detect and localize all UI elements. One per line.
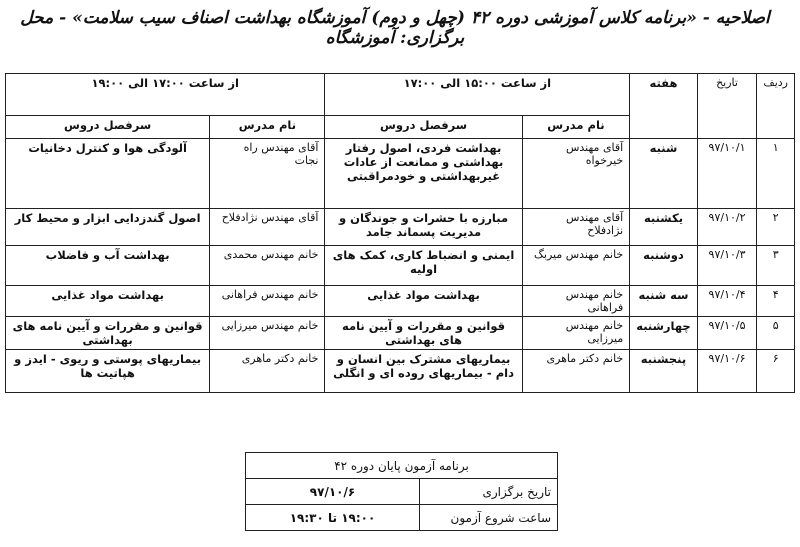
class-schedule-table: ردیف تاریخ هفته از ساعت ۱۵:۰۰ الی ۱۷:۰۰ … [4, 73, 795, 393]
header-topic-1: سرفصل دروس [324, 115, 523, 139]
topic-cell: بهداشت مواد غذایی [4, 285, 211, 317]
exam-title: برنامه آزمون پایان دوره ۴۲ [245, 452, 558, 479]
topic-cell: بهداشت مواد غذایی [324, 285, 523, 317]
date-cell: ۹۷/۱۰/۲ [696, 208, 758, 246]
date-cell: ۹۷/۱۰/۱ [696, 138, 758, 209]
date-cell: ۹۷/۱۰/۴ [696, 285, 758, 317]
teacher-cell: خانم مهندس فراهانی [521, 285, 631, 317]
date-cell: ۹۷/۱۰/۶ [696, 349, 758, 393]
teacher-cell: آقای مهندس راه نجات [209, 138, 326, 209]
row-number: ۲ [756, 208, 795, 246]
date-cell: ۹۷/۱۰/۳ [696, 245, 758, 286]
exam-date-value: ۹۷/۱۰/۶ [245, 478, 420, 505]
header-date: تاریخ [696, 73, 758, 139]
row-number: ۶ [756, 349, 795, 393]
teacher-cell: خانم مهندس میربگ [521, 245, 631, 286]
table-row: ۵ ۹۷/۱۰/۵ چهارشنبه خانم مهندس میرزایی قوانین… [4, 316, 795, 350]
row-number: ۱ [756, 138, 795, 209]
header-slot-2: از ساعت ۱۷:۰۰ الی ۱۹:۰۰ [4, 73, 326, 116]
topic-cell: قوانین و مقررات و آیین نامه های بهداشتی [4, 316, 211, 350]
date-cell: ۹۷/۱۰/۵ [696, 316, 758, 350]
topic-cell: بهداشت فردی، اصول رفتار بهداشتی و ممانعت… [324, 138, 523, 209]
day-cell: یکشنبه [629, 208, 698, 246]
day-cell: سه شنبه [629, 285, 698, 317]
teacher-cell: خانم مهندس میرزایی [521, 316, 631, 350]
teacher-cell: خانم مهندس محمدی [209, 245, 326, 286]
exam-date-label: تاریخ برگزاری [419, 478, 558, 505]
document-title: اصلاحیه - «برنامه کلاس آموزشی دوره ۴۲ (چ… [20, 8, 770, 48]
exam-time-value: ۱۹:۰۰ تا ۱۹:۳۰ [245, 504, 420, 531]
day-cell: شنبه [629, 138, 698, 209]
topic-cell: بهداشت آب و فاضلاب [4, 245, 211, 286]
header-teacher-2: نام مدرس [209, 115, 326, 139]
topic-cell: اصول گندزدایی ابزار و محیط کار [4, 208, 211, 246]
row-number: ۵ [756, 316, 795, 350]
topic-cell: ایمنی و انضباط کاری، کمک های اولیه [324, 245, 523, 286]
teacher-cell: خانم مهندس میرزایی [209, 316, 326, 350]
table-row: ۶ ۹۷/۱۰/۶ پنجشنبه خانم دکتر ماهری بیماریهای … [4, 349, 795, 393]
teacher-cell: آقای مهندس نژادفلاح [521, 208, 631, 246]
table-row: ۱ ۹۷/۱۰/۱ شنبه آقای مهندس خیرخواه بهداشت فرد… [4, 138, 795, 209]
exam-time-label: ساعت شروع آزمون [419, 504, 558, 531]
day-cell: دوشنبه [629, 245, 698, 286]
row-number: ۴ [756, 285, 795, 317]
header-topic-2: سرفصل دروس [4, 115, 211, 139]
table-row: ۴ ۹۷/۱۰/۴ سه شنبه خانم مهندس فراهانی بهداشت … [4, 285, 795, 317]
table-row: ۳ ۹۷/۱۰/۳ دوشنبه خانم مهندس میربگ ایمنی و ان… [4, 245, 795, 286]
header-slot-1: از ساعت ۱۵:۰۰ الی ۱۷:۰۰ [324, 73, 631, 116]
topic-cell: مبارزه با حشرات و جوندگان و مدیریت پسمان… [324, 208, 523, 246]
teacher-cell: خانم مهندس فراهانی [209, 285, 326, 317]
topic-cell: قوانین و مقررات و آیین نامه های بهداشتی [324, 316, 523, 350]
day-cell: پنجشنبه [629, 349, 698, 393]
table-row: ۲ ۹۷/۱۰/۲ یکشنبه آقای مهندس نژادفلاح مبارزه … [4, 208, 795, 246]
header-row-number: ردیف [756, 73, 795, 139]
topic-cell: آلودگی هوا و کنترل دخانیات [4, 138, 211, 209]
teacher-cell: آقای مهندس خیرخواه [521, 138, 631, 209]
day-cell: چهارشنبه [629, 316, 698, 350]
teacher-cell: آقای مهندس نژادفلاح [209, 208, 326, 246]
teacher-cell: خانم دکتر ماهری [521, 349, 631, 393]
exam-schedule-table: برنامه آزمون پایان دوره ۴۲ تاریخ برگزاری… [245, 452, 558, 531]
header-day: هفته [629, 73, 698, 139]
topic-cell: بیماریهای مشترک بین انسان و دام - بیماری… [324, 349, 523, 393]
row-number: ۳ [756, 245, 795, 286]
topic-cell: بیماریهای پوستی و ریوی - ایدز و هپاتیت ه… [4, 349, 211, 393]
teacher-cell: خانم دکتر ماهری [209, 349, 326, 393]
header-teacher-1: نام مدرس [521, 115, 631, 139]
